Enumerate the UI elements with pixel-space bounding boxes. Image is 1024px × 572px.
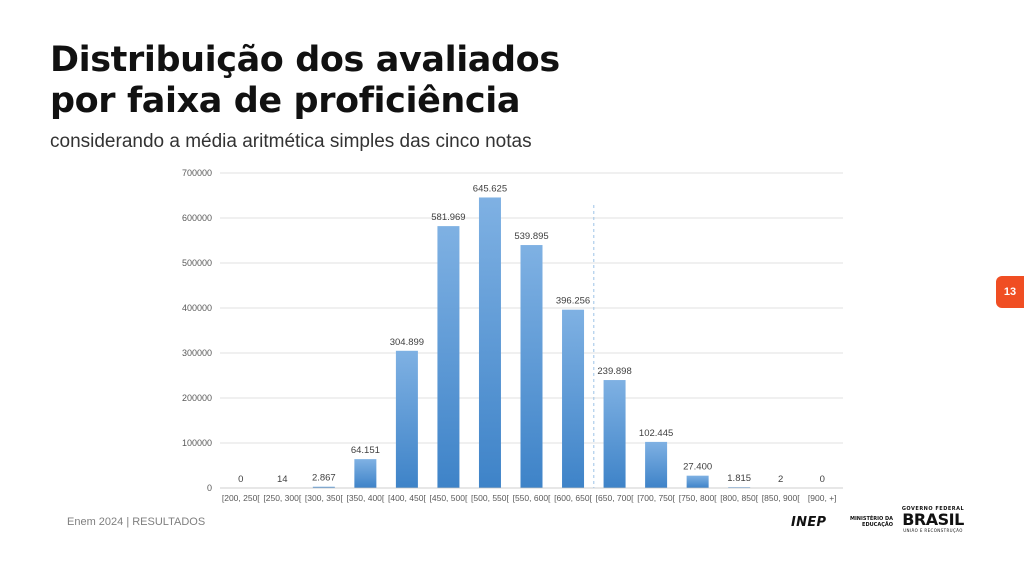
bar bbox=[686, 475, 709, 488]
x-tick-label: [650, 700[ bbox=[596, 493, 634, 503]
data-label: 2.867 bbox=[312, 473, 336, 484]
mec-logo-line-2: EDUCAÇÃO bbox=[862, 522, 893, 528]
bar bbox=[728, 487, 751, 488]
x-tick-label: [850, 900[ bbox=[762, 493, 800, 503]
y-tick-label: 700000 bbox=[182, 168, 212, 178]
data-label: 0 bbox=[820, 474, 825, 485]
data-label: 239.898 bbox=[597, 366, 631, 377]
x-tick-label: [750, 800[ bbox=[679, 493, 717, 503]
data-label: 14 bbox=[277, 474, 288, 485]
inep-logo: INEP bbox=[791, 515, 827, 530]
bar bbox=[520, 245, 543, 488]
x-tick-label: [700, 750[ bbox=[637, 493, 675, 503]
data-label: 102.445 bbox=[639, 428, 673, 439]
gov-logo-line-1: GOVERNO FEDERAL bbox=[901, 506, 965, 512]
x-tick-label: [500, 550[ bbox=[471, 493, 509, 503]
bars bbox=[312, 197, 751, 488]
x-tick-label: [450, 500[ bbox=[430, 493, 468, 503]
data-label: 0 bbox=[238, 474, 243, 485]
mec-logo: MINISTÉRIO DA EDUCAÇÃO bbox=[843, 516, 893, 528]
x-tick-label: [350, 400[ bbox=[346, 493, 384, 503]
footer-text: Enem 2024 | RESULTADOS bbox=[67, 516, 206, 528]
y-tick-label: 200000 bbox=[182, 393, 212, 403]
data-label: 581.969 bbox=[431, 212, 465, 223]
gov-logo-brasil: BRASIL bbox=[902, 510, 964, 529]
y-tick-label: 600000 bbox=[182, 213, 212, 223]
data-label: 64.151 bbox=[351, 445, 380, 456]
data-label: 539.895 bbox=[514, 231, 548, 242]
y-tick-label: 500000 bbox=[182, 258, 212, 268]
bar bbox=[354, 459, 377, 488]
x-tick-label: [800, 850[ bbox=[720, 493, 758, 503]
axes: 0 100000 200000 300000 400000 500000 600000 700… bbox=[182, 168, 843, 503]
data-labels: 0 14 2.867 64.151 304.899 581.969 645.625 539.8… bbox=[238, 183, 825, 485]
mec-logo-line-1: MINISTÉRIO DA bbox=[849, 516, 893, 522]
y-tick-label: 400000 bbox=[182, 303, 212, 313]
data-label: 304.899 bbox=[390, 337, 424, 348]
title-line-1: Distribuição dos avaliados bbox=[50, 40, 560, 80]
y-tick-label: 100000 bbox=[182, 438, 212, 448]
title-line-2: por faixa de proficiência bbox=[50, 81, 521, 121]
slide-title: Distribuição dos avaliados por faixa de … bbox=[50, 40, 560, 122]
data-label: 2 bbox=[778, 474, 783, 485]
data-label: 645.625 bbox=[473, 183, 507, 194]
y-tick-label: 0 bbox=[207, 483, 212, 493]
bar bbox=[395, 350, 418, 488]
x-tick-label: [900, +] bbox=[808, 493, 837, 503]
data-label: 1.815 bbox=[727, 473, 751, 484]
slide-subtitle: considerando a média aritmética simples … bbox=[50, 131, 532, 152]
bar bbox=[603, 380, 626, 488]
bar bbox=[437, 226, 460, 488]
bar bbox=[562, 309, 585, 488]
bar bbox=[312, 486, 335, 488]
x-tick-label: [250, 300[ bbox=[263, 493, 301, 503]
governo-federal-logo: GOVERNO FEDERAL BRASIL UNIÃO E RECONSTRU… bbox=[899, 506, 967, 533]
gov-logo-line-3: UNIÃO E RECONSTRUÇÃO bbox=[903, 528, 963, 533]
data-label: 27.400 bbox=[683, 462, 712, 473]
x-tick-label: [550, 600[ bbox=[513, 493, 551, 503]
x-tick-label: [300, 350[ bbox=[305, 493, 343, 503]
data-label: 396.256 bbox=[556, 296, 590, 307]
bar bbox=[645, 441, 668, 488]
x-tick-label: [600, 650[ bbox=[554, 493, 592, 503]
page-number-badge: 13 bbox=[996, 276, 1024, 308]
bar bbox=[478, 197, 501, 488]
x-tick-label: [400, 450[ bbox=[388, 493, 426, 503]
x-tick-label: [200, 250[ bbox=[222, 493, 260, 503]
y-tick-label: 300000 bbox=[182, 348, 212, 358]
